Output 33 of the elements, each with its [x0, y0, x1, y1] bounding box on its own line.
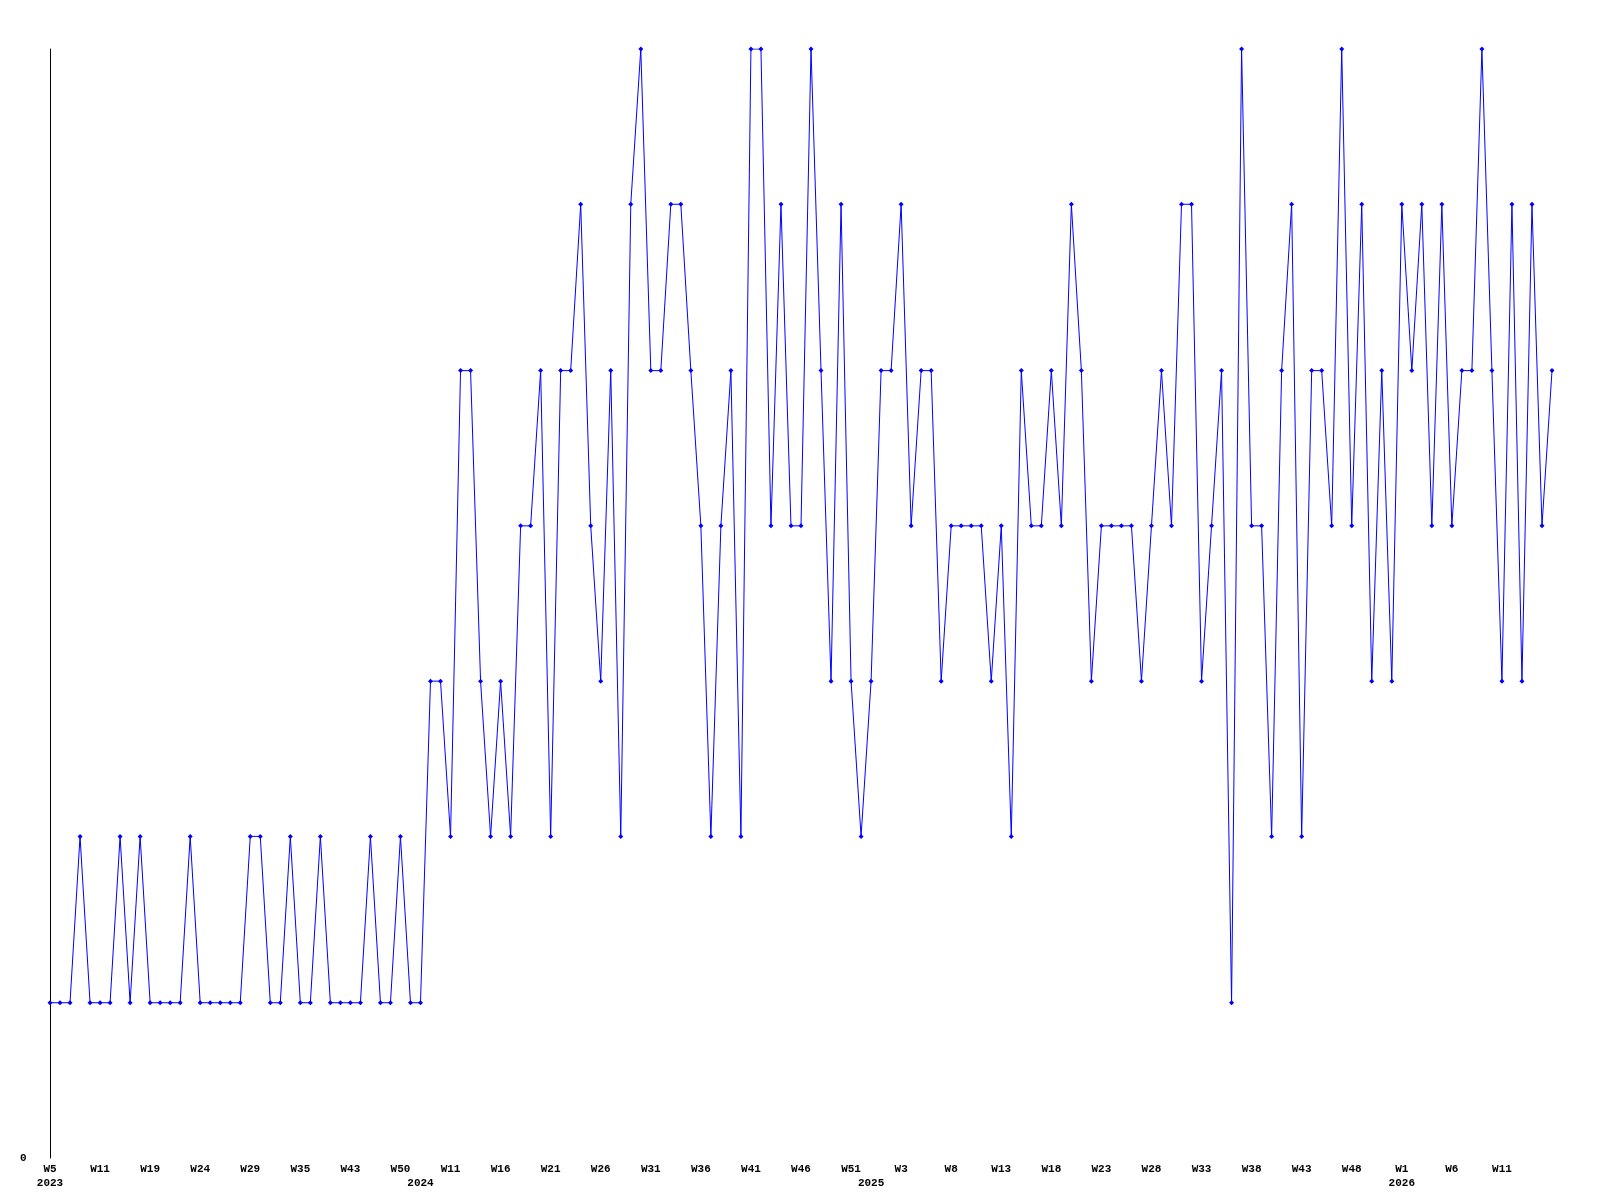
x-tick-label: W38 — [1241, 1163, 1262, 1175]
x-tick-label: W33 — [1191, 1163, 1212, 1175]
x-tick-label: W8 — [944, 1163, 959, 1175]
x-tick-label: W26 — [590, 1163, 611, 1175]
x-tick-label: W11 — [1492, 1163, 1513, 1175]
x-tick-label: W48 — [1341, 1163, 1363, 1175]
x-tick-label: W11 — [90, 1163, 111, 1175]
x-tick-label: W43 — [340, 1163, 361, 1175]
x-tick-label: 2024 — [407, 1177, 435, 1189]
x-tick-label: W36 — [690, 1163, 711, 1175]
x-tick-label: W11 — [440, 1163, 461, 1175]
x-tick-label: W43 — [1291, 1163, 1312, 1175]
x-tick-label: W16 — [490, 1163, 511, 1175]
x-tick-label: W46 — [791, 1163, 811, 1175]
x-tick-label: W3 — [894, 1163, 909, 1175]
x-tick-label: W18 — [1041, 1163, 1062, 1175]
x-tick-label: W21 — [540, 1163, 561, 1175]
x-tick-label: W5 2023 — [36, 1163, 64, 1189]
x-tick-label: W51 — [841, 1163, 862, 1175]
x-tick-label: W1 2026 — [1388, 1163, 1415, 1189]
x-tick-label: W31 — [640, 1163, 662, 1175]
x-tick-label: W13 — [991, 1163, 1012, 1175]
x-tick-label: 2025 — [857, 1177, 885, 1189]
x-tick-label: W41 — [741, 1163, 762, 1175]
x-tick-label: W28 — [1141, 1163, 1162, 1175]
x-tick-label: W24 — [190, 1163, 211, 1175]
x-tick-label: W6 — [1445, 1163, 1459, 1175]
x-tick-label: W23 — [1091, 1163, 1112, 1175]
x-tick-label: W29 — [240, 1163, 261, 1175]
x-tick-label: W19 — [140, 1163, 161, 1175]
x-tick-label: W35 — [290, 1163, 311, 1175]
x-tick-label: W50 — [390, 1163, 411, 1175]
text: 0 — [20, 1151, 27, 1164]
